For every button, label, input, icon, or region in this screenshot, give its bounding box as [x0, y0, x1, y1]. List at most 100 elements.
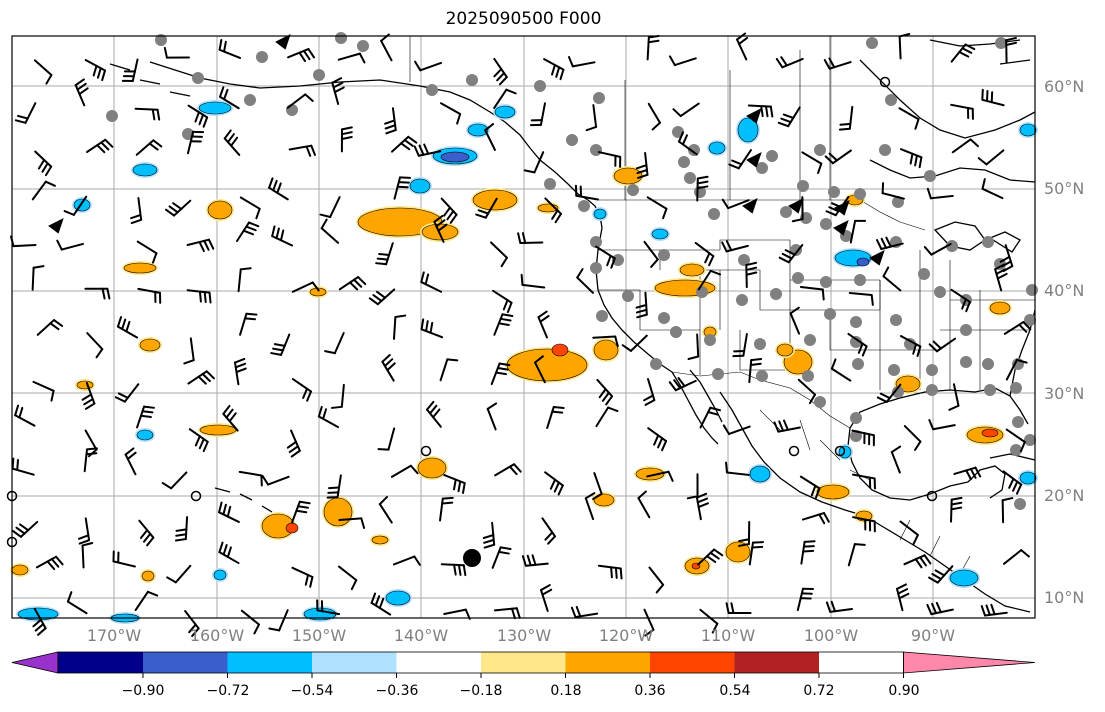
- barb-feather: [912, 343, 918, 355]
- barb-feather: [1001, 497, 1014, 502]
- barb-feather: [885, 236, 892, 248]
- station-dot: [578, 200, 590, 212]
- barb-feather: [554, 212, 563, 224]
- wind-barb: [721, 198, 750, 210]
- wind-barb: [1003, 549, 1030, 565]
- barb-shaft: [439, 358, 449, 382]
- barb-feather: [327, 491, 340, 494]
- barb-shaft: [493, 607, 518, 612]
- field-contour: [73, 198, 91, 212]
- colorbar-segment: [227, 652, 312, 673]
- barb-feather: [607, 406, 619, 413]
- barb-feather: [96, 67, 102, 79]
- barb-shaft: [33, 608, 47, 630]
- colorbar-extend-high: [903, 651, 1036, 674]
- barb-feather: [825, 210, 837, 217]
- colorbar-segment: [312, 652, 397, 673]
- wind-barb: [134, 590, 159, 612]
- barb-feather: [1005, 41, 1018, 47]
- barb-shaft: [830, 367, 852, 382]
- barb-feather: [386, 362, 396, 372]
- barb-feather: [353, 278, 363, 288]
- wind-barb: [188, 428, 209, 453]
- wind-barb: [950, 103, 974, 120]
- barb-feather: [909, 152, 914, 165]
- barb-feather: [409, 464, 419, 475]
- barb-feather: [175, 528, 188, 532]
- shaded-field: [10, 100, 1038, 624]
- barb-pennant: [742, 198, 758, 214]
- station-dot: [684, 172, 696, 184]
- barb-feather: [637, 490, 647, 500]
- field-contour: [708, 141, 726, 155]
- station-dot: [286, 104, 298, 116]
- barb-feather: [1019, 440, 1026, 453]
- wind-barb: [482, 521, 496, 549]
- station-dot: [926, 384, 938, 396]
- barb-shaft: [186, 289, 211, 294]
- barb-feather: [117, 392, 129, 399]
- barb-feather: [931, 602, 938, 615]
- station-dot: [982, 236, 994, 248]
- barb-feather: [230, 136, 239, 147]
- wind-barb: [114, 383, 140, 403]
- wind-barb: [637, 490, 651, 519]
- wind-barb: [585, 104, 598, 132]
- barb-shaft: [953, 466, 977, 475]
- barb-shaft: [540, 589, 549, 612]
- barb-feather: [376, 257, 389, 261]
- barb-feather: [226, 133, 235, 144]
- barb-feather: [288, 445, 299, 454]
- wind-barb: [789, 306, 801, 335]
- barb-feather: [935, 601, 942, 614]
- barb-feather: [44, 180, 56, 187]
- field-contour: [749, 465, 771, 483]
- barb-feather: [482, 534, 495, 539]
- barb-feather: [414, 60, 422, 72]
- field-contour: [198, 101, 232, 115]
- station-dot: [313, 69, 325, 81]
- barb-shaft: [443, 474, 466, 485]
- barb-feather: [769, 105, 774, 118]
- barb-feather: [34, 623, 45, 632]
- barb-shaft: [417, 150, 442, 157]
- barb-feather: [965, 469, 972, 481]
- wind-barb: [597, 564, 623, 580]
- barb-feather: [513, 463, 522, 473]
- colorbar-label: 0.90: [888, 683, 920, 699]
- barb-feather: [721, 198, 730, 210]
- barb-feather: [235, 367, 247, 374]
- barb-feather: [331, 77, 343, 84]
- station-dot: [738, 254, 750, 266]
- wind-barb: [592, 335, 619, 348]
- barb-shaft: [592, 104, 598, 128]
- barb-shaft: [116, 325, 139, 339]
- barb-feather: [914, 118, 920, 130]
- barb-shaft: [644, 151, 649, 176]
- station-dot: [708, 208, 720, 220]
- wind-barb: [951, 138, 979, 154]
- barb-feather: [53, 319, 64, 327]
- barb-feather: [551, 410, 564, 414]
- barb-feather: [822, 512, 830, 523]
- wind-barb: [493, 607, 521, 620]
- barb-shaft: [218, 551, 240, 565]
- barb-feather: [696, 497, 709, 504]
- wind-barb: [953, 466, 982, 481]
- barb-feather: [791, 218, 804, 223]
- barb-feather: [310, 144, 316, 157]
- barb-feather: [222, 544, 228, 556]
- wind-barb: [218, 38, 242, 59]
- wind-barb: [732, 333, 748, 358]
- barb-feather: [297, 505, 309, 509]
- field-contour: [613, 167, 643, 185]
- barb-feather: [429, 404, 438, 415]
- barb-feather: [981, 178, 986, 190]
- barb-feather: [242, 229, 255, 236]
- barb-shaft: [571, 61, 596, 68]
- barb-feather: [948, 404, 960, 411]
- wind-barb: [83, 447, 98, 473]
- barb-feather: [814, 487, 821, 499]
- barb-shaft: [131, 58, 139, 82]
- barb-feather: [818, 513, 826, 525]
